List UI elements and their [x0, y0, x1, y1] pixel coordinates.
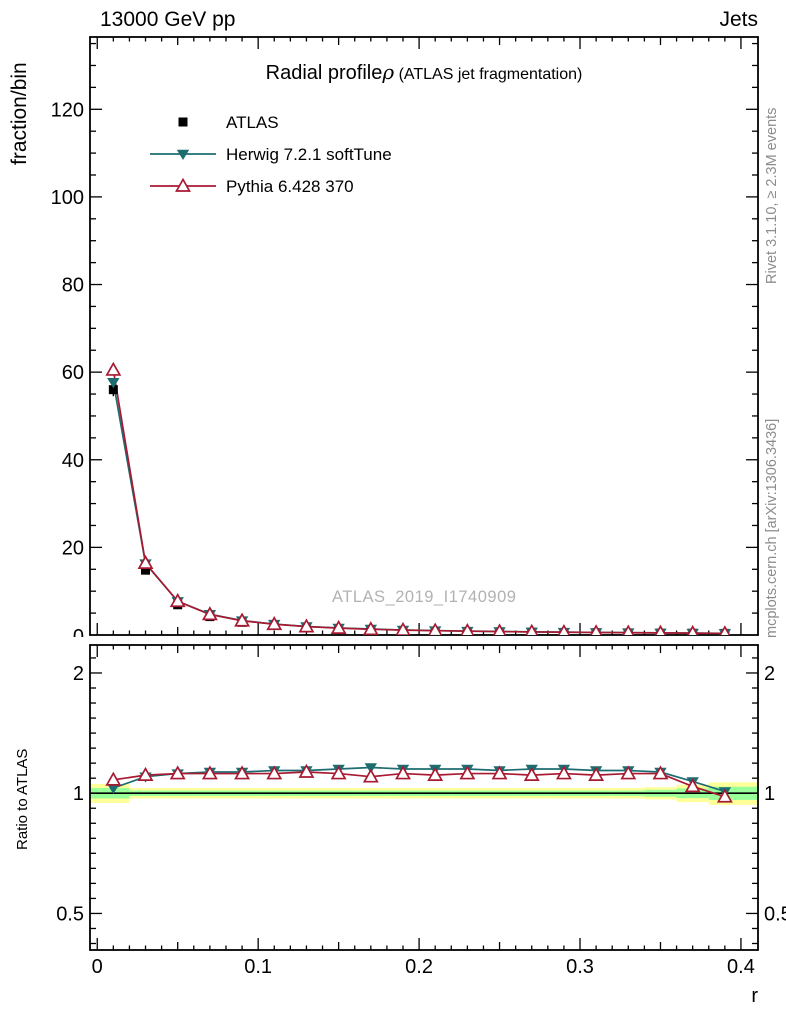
ratio-panel-series	[105, 763, 733, 803]
plot-title-parenthetical: (ATLAS jet fragmentation)	[394, 66, 583, 83]
top-y-axis-label: fraction/bin	[8, 62, 31, 165]
legend-item: Herwig 7.2.1 softTune	[150, 145, 392, 164]
tick-label: 2	[73, 663, 84, 685]
data-point-square	[141, 565, 151, 575]
plot-title-symbol: ρ	[382, 60, 395, 84]
data-point-triangle-down	[107, 378, 120, 389]
legend-label: Herwig 7.2.1 softTune	[226, 145, 392, 164]
data-point-triangle-up	[169, 765, 186, 780]
tick-label: 0.4	[727, 956, 755, 978]
analysis-group-label: Jets	[719, 8, 758, 31]
data-point-triangle-up	[298, 763, 315, 778]
data-point-triangle-up	[362, 621, 379, 635]
tick-label: 0	[92, 956, 103, 978]
rivet-version-note: Rivet 3.1.10, ≥ 2.3M events	[764, 107, 780, 284]
data-point-triangle-up	[652, 765, 669, 780]
series-line	[112, 369, 725, 635]
legend: ATLAS Herwig 7.2.1 softTune Pythia 6.428 3…	[150, 113, 392, 196]
data-point-triangle-up	[523, 766, 540, 781]
data-point-triangle-up	[588, 766, 605, 781]
data-point-triangle-up	[234, 612, 251, 627]
data-point-triangle-up	[686, 624, 699, 635]
analysis-id-watermark: ATLAS_2019_I1740909	[332, 588, 517, 606]
main-panel-border	[89, 36, 759, 636]
legend-item: ATLAS	[178, 113, 279, 132]
axis-ticks	[90, 37, 758, 950]
ratio-panel-border	[89, 644, 759, 951]
data-point-triangle-up	[395, 765, 411, 780]
tick-label: 0.3	[566, 956, 594, 978]
data-point-triangle-down	[176, 149, 190, 160]
data-point-triangle-up	[201, 765, 218, 780]
data-point-triangle-up	[234, 765, 251, 780]
plot-title-main: Radial profile	[265, 62, 383, 84]
data-point-triangle-up	[169, 593, 186, 608]
tick-label: 2	[764, 663, 775, 685]
data-point-triangle-up	[298, 618, 315, 633]
beam-energy-label: 13000 GeV pp	[100, 8, 236, 31]
data-point-triangle-up	[427, 766, 444, 781]
data-point-triangle-up	[105, 361, 122, 376]
data-point-triangle-up	[137, 766, 154, 781]
data-point-triangle-up	[330, 765, 347, 780]
plot-title: Radial profileρ (ATLAS jet fragmentation…	[90, 60, 758, 85]
tick-label: 0.2	[405, 956, 433, 978]
tick-label: 100	[51, 187, 84, 209]
tick-label: 80	[62, 275, 84, 297]
data-point-triangle-up	[459, 765, 476, 780]
data-point-triangle-up	[622, 624, 635, 635]
data-point-triangle-up	[395, 621, 411, 635]
data-point-triangle-up	[525, 623, 539, 635]
data-point-triangle-down	[364, 763, 378, 774]
series-line	[113, 771, 726, 798]
data-point-triangle-up	[557, 623, 571, 635]
data-point-triangle-up	[620, 765, 637, 780]
tick-label: 1	[73, 783, 84, 805]
data-point-triangle-up	[330, 619, 347, 634]
legend-label: ATLAS	[226, 113, 279, 132]
data-point-triangle-up	[719, 625, 731, 635]
tick-label: 60	[62, 362, 84, 384]
data-point-square	[178, 117, 188, 127]
tick-label: 0.1	[244, 956, 272, 978]
tick-label: 0.5	[764, 903, 786, 925]
tick-label: 1	[764, 783, 775, 805]
tick-label: 20	[62, 537, 84, 559]
data-point-square	[108, 385, 118, 395]
ratio-y-axis-label: Ratio to ATLAS	[14, 748, 31, 850]
data-point-triangle-up	[137, 554, 154, 570]
data-point-triangle-up	[266, 615, 283, 631]
tick-label: 0.5	[56, 903, 84, 925]
tick-label: 40	[62, 450, 84, 472]
data-point-triangle-up	[362, 768, 379, 783]
legend-label: Pythia 6.428 370	[226, 177, 354, 196]
data-point-triangle-up	[492, 623, 507, 635]
data-point-triangle-up	[716, 788, 733, 803]
tick-label: 0	[73, 626, 84, 648]
data-point-triangle-up	[491, 765, 508, 780]
data-point-triangle-up	[201, 606, 218, 621]
data-point-triangle-up	[428, 622, 443, 635]
data-point-triangle-up	[460, 622, 475, 635]
series-line	[113, 766, 726, 793]
data-point-triangle-down	[107, 783, 120, 795]
data-point-triangle-up	[555, 765, 572, 780]
tick-label: 120	[51, 99, 84, 121]
ratio-uncertainty-bands	[90, 782, 758, 805]
x-axis-label: r	[751, 985, 758, 1007]
data-point-triangle-up	[590, 624, 603, 635]
data-point-triangle-up	[266, 765, 283, 780]
data-point-triangle-up	[654, 624, 667, 635]
data-point-triangle-up	[175, 177, 191, 192]
legend-item: Pythia 6.428 370	[150, 177, 354, 196]
main-panel-series	[105, 361, 732, 635]
data-point-triangle-up	[684, 778, 701, 793]
data-point-triangle-up	[105, 771, 122, 786]
mcplots-reference-note: mcplots.cern.ch [arXiv:1306.3436]	[764, 418, 780, 638]
